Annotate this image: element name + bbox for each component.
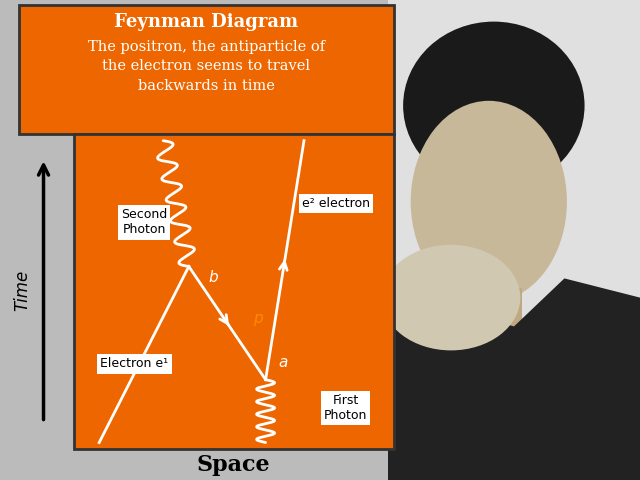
Bar (388, 0, 640, 480)
Text: e² electron: e² electron (302, 197, 370, 210)
Text: p: p (253, 311, 262, 326)
Text: b: b (208, 270, 218, 285)
Text: Electron e¹: Electron e¹ (100, 358, 168, 371)
Polygon shape (388, 278, 640, 480)
Ellipse shape (381, 245, 520, 350)
Text: Time: Time (13, 270, 31, 311)
Bar (458, 288, 522, 360)
Text: The positron, the antiparticle of
the electron seems to travel
backwards in time: The positron, the antiparticle of the el… (88, 40, 325, 93)
Text: Second
Photon: Second Photon (121, 208, 167, 237)
Ellipse shape (403, 22, 584, 190)
Ellipse shape (411, 101, 567, 302)
Text: First
Photon: First Photon (324, 394, 367, 422)
Text: Feynman Diagram: Feynman Diagram (115, 13, 298, 31)
Bar (74, 134, 394, 449)
Text: a: a (278, 355, 288, 370)
Bar (19, 5, 394, 134)
Text: Space: Space (196, 454, 271, 476)
